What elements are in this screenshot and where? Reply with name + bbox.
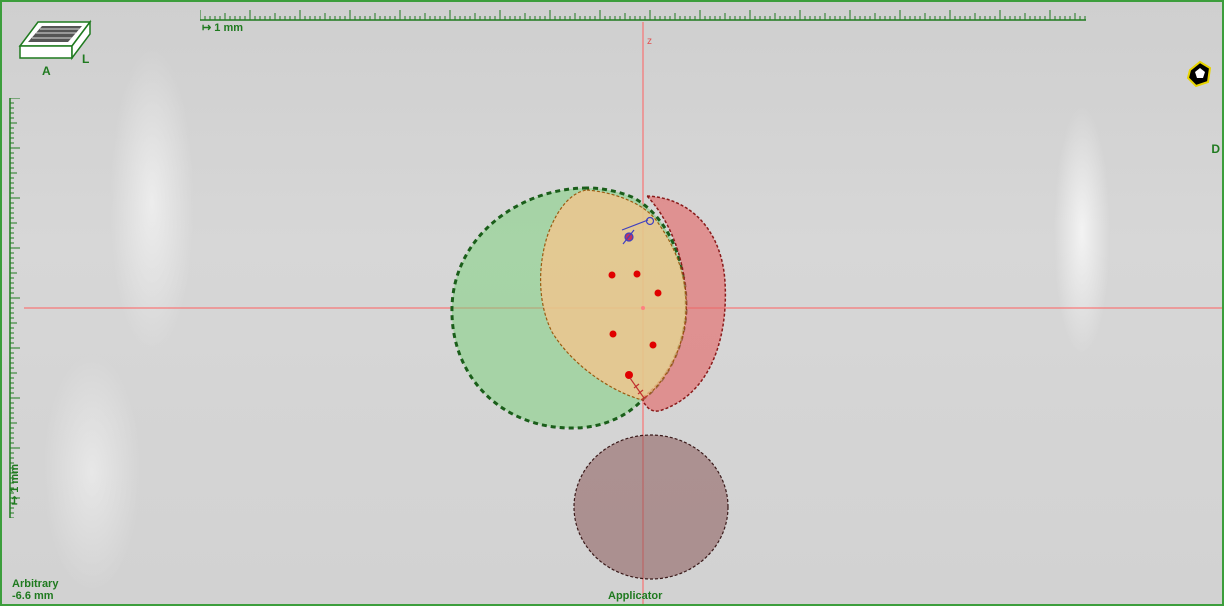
top-ruler [200, 10, 1086, 21]
orientation-right-label: D [1211, 142, 1220, 156]
slice-mode-label: Arbitrary [12, 578, 59, 590]
applicator-label: Applicator [608, 590, 663, 602]
seed-marker [609, 330, 617, 338]
catheter-marker-top [621, 216, 655, 245]
seed-markers [608, 270, 662, 379]
orientation-cube-icon[interactable] [16, 16, 96, 76]
view-camera-icon[interactable] [1186, 60, 1214, 88]
slice-info: Arbitrary -6.6 mm [12, 578, 58, 602]
orientation-anterior-label: A [42, 64, 51, 78]
catheter-marker-bottom [629, 377, 648, 401]
seed-marker [654, 289, 662, 297]
orientation-left-label: L [82, 52, 90, 66]
left-ruler [9, 98, 20, 518]
seed-marker [625, 371, 633, 379]
z-axis-label: z [647, 36, 652, 47]
seed-marker [608, 271, 616, 279]
top-scale-label: ↦ 1 mm [202, 22, 244, 34]
slice-position-label: -6.6 mm [12, 590, 54, 602]
seed-marker [641, 306, 645, 310]
structure-applicator [573, 434, 729, 580]
seed-marker [649, 341, 657, 349]
seed-marker [633, 270, 641, 278]
